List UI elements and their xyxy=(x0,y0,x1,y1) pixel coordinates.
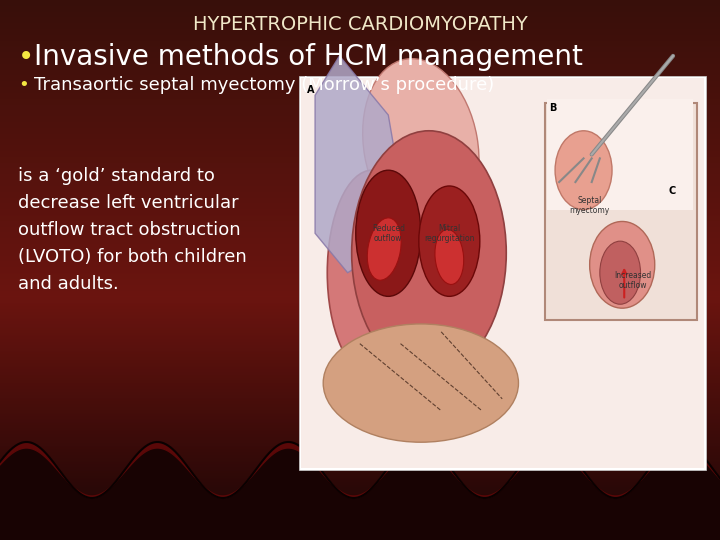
Text: Invasive methods of HCM management: Invasive methods of HCM management xyxy=(34,43,583,71)
FancyBboxPatch shape xyxy=(547,99,693,210)
Text: A: A xyxy=(307,85,315,96)
Ellipse shape xyxy=(328,170,417,375)
Text: Septal
myectomy: Septal myectomy xyxy=(570,196,610,215)
Text: is a ‘gold’ standard to
decrease left ventricular
outflow tract obstruction
(LVO: is a ‘gold’ standard to decrease left ve… xyxy=(18,167,247,293)
Ellipse shape xyxy=(555,131,612,210)
Text: Mitral
regurgitation: Mitral regurgitation xyxy=(424,224,474,243)
Text: Transaortic septal myectomy (Morrow’s procedure): Transaortic septal myectomy (Morrow’s pr… xyxy=(34,76,494,94)
Text: HYPERTROPHIC CARDIOMYOPATHY: HYPERTROPHIC CARDIOMYOPATHY xyxy=(193,16,527,35)
Ellipse shape xyxy=(356,170,420,296)
Ellipse shape xyxy=(367,218,401,280)
Ellipse shape xyxy=(363,59,479,234)
Ellipse shape xyxy=(435,230,464,285)
Text: •: • xyxy=(18,76,29,94)
Text: Reduced
outflow: Reduced outflow xyxy=(372,224,405,243)
Text: Increased
outflow: Increased outflow xyxy=(613,271,651,291)
FancyBboxPatch shape xyxy=(545,103,698,320)
Text: B: B xyxy=(549,103,557,113)
Ellipse shape xyxy=(419,186,480,296)
FancyBboxPatch shape xyxy=(299,76,706,470)
Ellipse shape xyxy=(323,324,518,442)
Text: •: • xyxy=(18,43,35,71)
Text: C: C xyxy=(669,186,676,196)
Ellipse shape xyxy=(600,241,641,304)
Ellipse shape xyxy=(590,221,654,308)
Ellipse shape xyxy=(351,131,506,375)
FancyBboxPatch shape xyxy=(301,78,703,468)
Polygon shape xyxy=(315,56,400,273)
